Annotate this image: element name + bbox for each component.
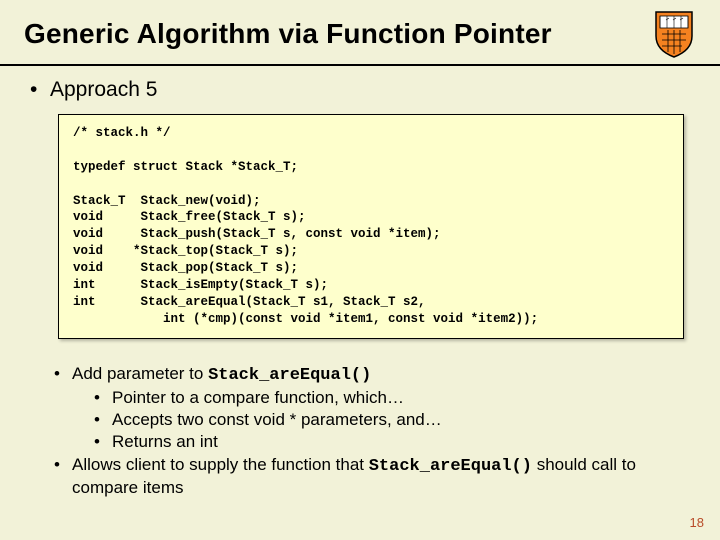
title-row: Generic Algorithm via Function Pointer <box>24 10 696 64</box>
desc-text: Allows client to supply the function tha… <box>72 455 369 474</box>
desc-text: Add parameter to <box>72 364 208 383</box>
approach-heading: Approach 5 <box>30 78 696 102</box>
title-divider <box>0 64 720 66</box>
desc-item: Returns an int <box>94 431 696 452</box>
princeton-shield-icon <box>652 10 696 58</box>
desc-item: Allows client to supply the function tha… <box>54 454 696 499</box>
slide: Generic Algorithm via Function Pointer A… <box>0 0 720 540</box>
desc-item: Accepts two const void * parameters, and… <box>94 409 696 430</box>
desc-code: Stack_areEqual() <box>208 366 371 385</box>
desc-item: Pointer to a compare function, which… <box>94 387 696 408</box>
content: Approach 5 /* stack.h */ typedef struct … <box>24 78 696 498</box>
slide-title: Generic Algorithm via Function Pointer <box>24 18 552 50</box>
desc-item: Add parameter to Stack_areEqual() <box>54 363 696 386</box>
code-block: /* stack.h */ typedef struct Stack *Stac… <box>58 114 684 339</box>
page-number: 18 <box>690 515 704 530</box>
description-list: Add parameter to Stack_areEqual() Pointe… <box>30 363 696 499</box>
desc-code: Stack_areEqual() <box>369 457 532 476</box>
